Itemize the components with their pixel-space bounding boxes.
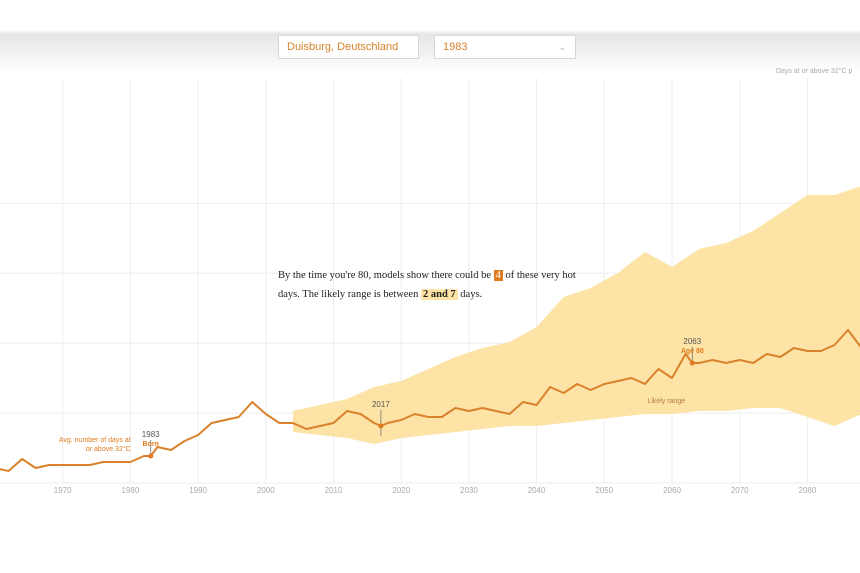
likely-range-label: Likely range bbox=[647, 398, 685, 405]
x-tick-label: 2000 bbox=[257, 486, 275, 495]
location-value: Duisburg, Deutschland bbox=[287, 41, 399, 53]
likely-range-band bbox=[292, 186, 860, 444]
x-tick-label: 2030 bbox=[460, 486, 478, 495]
x-tick-label: 2050 bbox=[595, 486, 613, 495]
annotation-note-line: or above 32°C bbox=[86, 445, 131, 453]
x-tick-label: 2060 bbox=[663, 486, 681, 495]
filter-bar bbox=[0, 0, 860, 72]
projection-summary: By the time you're 80, models show there… bbox=[278, 266, 578, 304]
annotation-dot bbox=[148, 453, 154, 459]
annotation-sub-label: Born bbox=[143, 441, 159, 448]
summary-middle: of these very hot days. The likely range… bbox=[278, 270, 576, 300]
chevron-down-icon: ⌄ bbox=[558, 42, 566, 52]
x-tick-label: 2020 bbox=[392, 486, 410, 495]
summary-prefix: By the time you're 80, models show there… bbox=[278, 270, 492, 281]
legend-note: Days at or above 32°C p bbox=[776, 68, 853, 75]
location-selector[interactable]: Duisburg, Deutschland bbox=[278, 35, 419, 59]
annotation-sub-label: Age 80 bbox=[681, 348, 704, 355]
likely-range-value: 2 and 7 bbox=[420, 289, 458, 300]
x-tick-label: 1990 bbox=[189, 486, 207, 495]
annotation-dot bbox=[689, 360, 695, 366]
annotation-year-label: 1983 bbox=[142, 430, 160, 439]
annotation-year-label: 2063 bbox=[683, 337, 701, 346]
annotation-year-label: 2017 bbox=[372, 400, 390, 409]
x-tick-label: 2070 bbox=[731, 486, 749, 495]
x-tick-label: 1980 bbox=[122, 486, 140, 495]
annotation-dot bbox=[378, 423, 384, 429]
projected-days-value: 4 bbox=[493, 270, 503, 281]
summary-suffix: days. bbox=[460, 289, 483, 300]
average-hot-days-line bbox=[0, 329, 860, 472]
x-tick-label: 2080 bbox=[799, 486, 817, 495]
x-tick-label: 1970 bbox=[54, 486, 72, 495]
birth-year-select[interactable]: 1983 ⌄ bbox=[434, 35, 576, 59]
x-tick-label: 2010 bbox=[325, 486, 343, 495]
x-tick-label: 2040 bbox=[528, 486, 546, 495]
year-value: 1983 bbox=[443, 41, 468, 53]
annotation-note-line: Avg. number of days at bbox=[59, 437, 131, 444]
